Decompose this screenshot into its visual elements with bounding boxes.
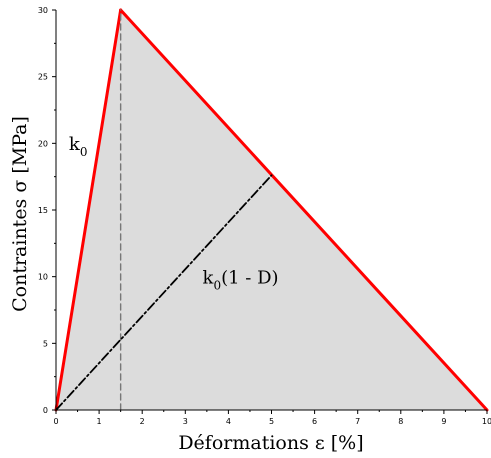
x-tick-label: 4	[226, 417, 231, 426]
area-fill	[56, 10, 487, 410]
annotation-label-0: k0	[69, 134, 88, 159]
series-layer	[54, 8, 489, 412]
series-2-segment-0	[55, 174, 273, 411]
x-tick-label: 8	[398, 417, 403, 426]
y-axis-title: Contraintes σ [MPa]	[9, 116, 31, 312]
y-tick-label: 30	[38, 6, 48, 15]
y-tick-label: 25	[38, 73, 48, 82]
series-0-segment-0	[54, 8, 123, 412]
series-0-segment-1	[119, 8, 489, 412]
x-tick-label: 6	[312, 417, 317, 426]
y-tick-label: 15	[38, 206, 48, 215]
annotation-base: k	[69, 134, 81, 155]
x-tick-label: 0	[53, 417, 58, 426]
plot-area	[56, 10, 487, 410]
y-tick-label: 20	[38, 139, 48, 148]
x-tick-label: 9	[441, 417, 446, 426]
x-tick-label: 7	[355, 417, 360, 426]
x-tick-label: 2	[140, 417, 145, 426]
ticks: 0 1 2 3 4 5 6 7 8 9 10 0 5 10 15 20 25 30	[38, 6, 491, 426]
y-tick-label: 5	[43, 339, 48, 348]
annotation-subscript: 0	[213, 278, 221, 292]
x-tick-label: 10	[482, 417, 491, 426]
y-tick-label: 0	[43, 406, 48, 415]
y-tick-label: 10	[38, 273, 48, 282]
annotation-subscript: 0	[80, 145, 88, 159]
x-tick-label: 3	[183, 417, 188, 426]
annotation-base: k	[203, 267, 215, 288]
x-tick-label: 5	[269, 417, 274, 426]
annotation-suffix: (1 - D)	[221, 267, 278, 288]
x-axis-title: Déformations ε [%]	[178, 432, 363, 454]
annotation-label-1: k0(1 - D)	[203, 267, 279, 292]
x-tick-label: 1	[97, 417, 102, 426]
